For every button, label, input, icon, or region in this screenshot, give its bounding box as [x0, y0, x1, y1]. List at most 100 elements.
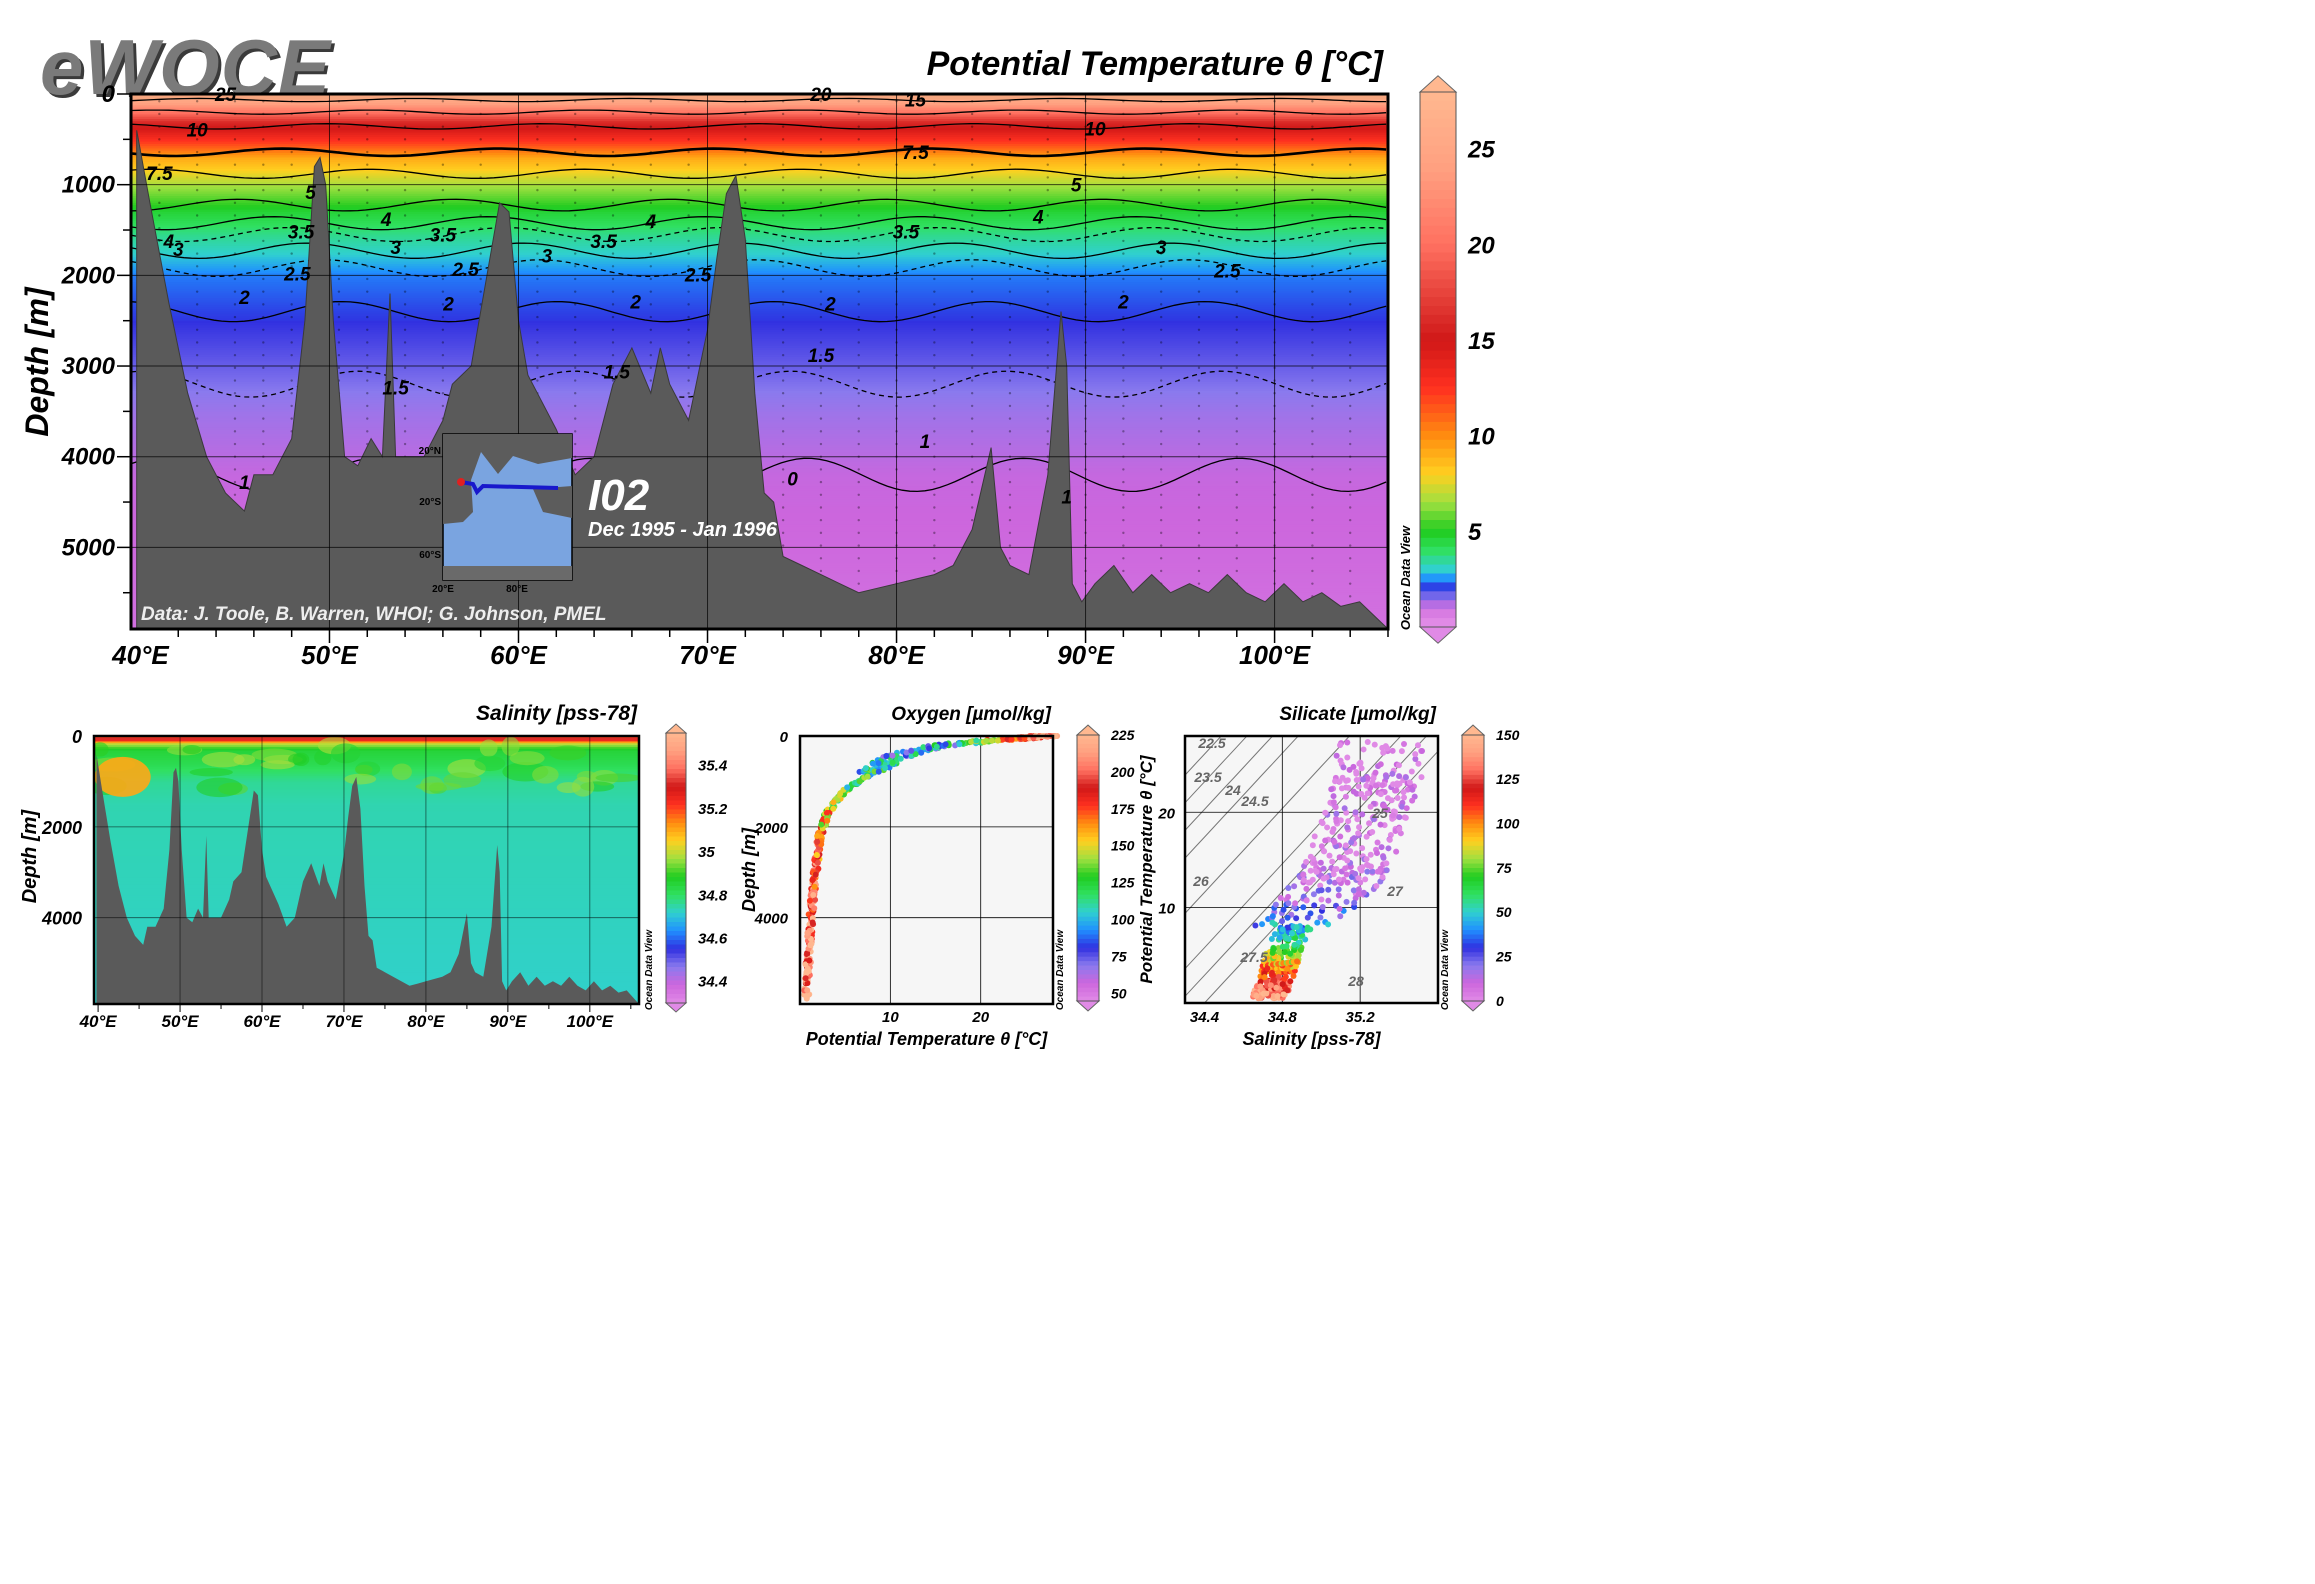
- sample-point: [819, 150, 823, 154]
- sample-point: [1197, 100, 1201, 103]
- salinity-band: [94, 795, 639, 799]
- temperature-band: [131, 252, 1388, 256]
- sample-point: [611, 214, 615, 217]
- colorbar-swatch: [1420, 457, 1456, 468]
- salinity-band: [94, 901, 639, 905]
- sample-point: [649, 188, 653, 192]
- colorbar-swatch: [1462, 947, 1484, 954]
- sample-point: [233, 277, 237, 281]
- colorbar-swatch: [666, 782, 686, 788]
- colorbar-swatch: [666, 980, 686, 986]
- silicate-point: [1377, 791, 1384, 798]
- sample-point: [1348, 188, 1352, 192]
- salinity-band: [94, 877, 639, 881]
- sample-point: [781, 277, 785, 281]
- silicate-point: [1346, 766, 1353, 773]
- colorbar-swatch: [1077, 943, 1099, 949]
- colorbar-swatch: [666, 917, 686, 923]
- sample-point: [1311, 353, 1314, 357]
- sample-point: [819, 239, 823, 243]
- inset-antarctica: [443, 566, 572, 580]
- silicate-point: [1353, 769, 1360, 776]
- colorbar-swatch: [1462, 872, 1484, 878]
- sample-point: [1311, 138, 1314, 141]
- sample-point: [857, 506, 860, 509]
- sample-point: [781, 417, 785, 420]
- silicate-point: [1275, 973, 1282, 980]
- silicate-point: [1318, 887, 1325, 894]
- sample-point: [781, 442, 785, 446]
- sample-point: [1311, 227, 1314, 230]
- sample-point: [441, 252, 445, 255]
- sample-point: [611, 290, 615, 293]
- sample-point: [441, 239, 445, 243]
- x-tick-label: 20: [971, 1009, 989, 1026]
- inset-lat-label: 20°N: [419, 446, 441, 457]
- sample-point: [441, 112, 445, 116]
- sample-point: [233, 188, 237, 192]
- x-tick-label: 10: [882, 1009, 899, 1026]
- salinity-band: [94, 881, 639, 885]
- sample-point: [441, 379, 445, 382]
- oxygen-point: [983, 737, 990, 744]
- silicate-point: [1294, 958, 1301, 965]
- colorbar-swatch: [1420, 582, 1456, 593]
- colorbar-bottom-arrow: [1460, 1000, 1486, 1012]
- temperature-band: [131, 379, 1388, 383]
- sample-point: [1122, 290, 1125, 293]
- silicate-point: [1325, 897, 1332, 904]
- silicate-point: [1336, 854, 1343, 861]
- oxygen-point: [933, 743, 940, 750]
- colorbar-swatch: [1420, 225, 1456, 236]
- colorbar-swatch: [1077, 907, 1099, 914]
- silicate-point: [1380, 749, 1387, 756]
- temperature-band: [131, 363, 1388, 368]
- sample-point: [1008, 379, 1012, 382]
- sample-point: [1008, 392, 1012, 395]
- salinity-band: [94, 841, 639, 845]
- sample-point: [857, 138, 860, 141]
- temperature-band: [131, 368, 1388, 372]
- oxygen-point: [864, 773, 871, 780]
- temperature-band: [131, 218, 1388, 222]
- colorbar-swatch: [1077, 757, 1099, 763]
- sample-point: [970, 341, 974, 344]
- x-tick-label: 80°E: [407, 1012, 445, 1031]
- sample-point: [1008, 353, 1012, 357]
- colorbar-swatch: [1077, 774, 1099, 781]
- silicate-point: [1380, 854, 1387, 861]
- sample-point: [479, 112, 482, 116]
- sample-point: [1159, 493, 1163, 496]
- sample-point: [1122, 480, 1125, 484]
- sample-point: [403, 112, 407, 116]
- sample-point: [158, 100, 161, 103]
- temperature-band: [131, 386, 1388, 390]
- colorbar-swatch: [666, 967, 686, 973]
- colorbar-swatch: [1462, 743, 1484, 750]
- sample-point: [1122, 315, 1125, 319]
- silicate-point: [1360, 746, 1367, 753]
- isotherm-4: [131, 216, 1387, 231]
- sample-point: [403, 125, 407, 128]
- temperature-band: [131, 202, 1388, 207]
- colorbar-swatch: [1420, 252, 1456, 263]
- sample-point: [195, 392, 199, 395]
- section-dates: Dec 1995 - Jan 1996: [588, 519, 778, 541]
- silicate-point: [1325, 921, 1332, 928]
- isotherm-3.5: [131, 226, 1387, 243]
- salinity-band: [94, 874, 639, 877]
- silicate-point: [1285, 885, 1292, 892]
- sample-point: [933, 531, 936, 535]
- sample-point: [611, 163, 615, 166]
- sample-point: [1197, 557, 1201, 560]
- sample-point: [1348, 379, 1352, 382]
- colorbar-swatch: [1420, 493, 1456, 504]
- colorbar-swatch: [1077, 925, 1099, 932]
- sample-point: [1122, 277, 1125, 281]
- sample-point: [1235, 150, 1238, 154]
- colorbar-tick: 0: [1496, 993, 1504, 1009]
- silicate-point: [1335, 886, 1342, 893]
- sample-point: [366, 265, 369, 268]
- colorbar-swatch: [1462, 810, 1484, 816]
- sample-point: [819, 379, 823, 382]
